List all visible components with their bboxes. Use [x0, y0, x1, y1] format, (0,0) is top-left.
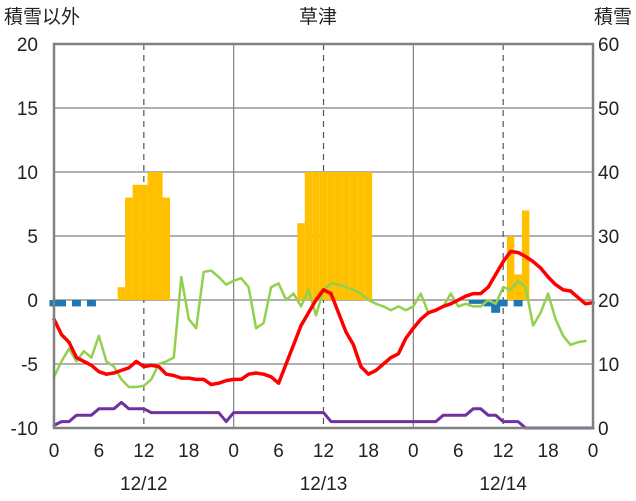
snow-depth-bar [117, 287, 126, 300]
left-y-tick-label: 0 [27, 291, 38, 312]
green-series-line [52, 269, 587, 389]
precip-bar [513, 300, 523, 307]
snow-depth-bar [162, 197, 171, 300]
snow-depth-bar [147, 172, 156, 300]
left-y-tick-label: -10 [11, 419, 38, 440]
precip-bar [86, 300, 96, 307]
x-tick-label: 12 [313, 441, 334, 462]
snow-depth-bar [312, 172, 320, 300]
right-y-tick-label: 0 [598, 419, 609, 440]
plot-frame [52, 42, 595, 430]
snow-depth-bar [364, 172, 373, 300]
snow-depth-bar [297, 223, 305, 300]
x-tick-label: 6 [273, 441, 284, 462]
x-tick-label: 0 [49, 441, 60, 462]
snow-depth-bar [349, 172, 358, 300]
date-labels: 12/12 12/13 12/14 [120, 474, 527, 495]
right-y-tick-label: 10 [598, 355, 619, 376]
precip-bar [476, 300, 486, 304]
snow-depth-bars [117, 172, 530, 300]
left-y-tick-label: 10 [17, 163, 38, 184]
left-axis-title: 積雪以外 [4, 6, 80, 28]
date-label: 12/14 [479, 474, 527, 495]
right-axis-title: 積雪 [594, 6, 632, 28]
precip-bar [491, 300, 501, 313]
red-series-line [52, 249, 595, 387]
precip-bar [498, 300, 508, 307]
right-y-tick-label: 40 [598, 163, 619, 184]
left-y-ticks: 20 15 10 5 0 -5 -10 [11, 35, 38, 440]
left-y-tick-label: -5 [21, 355, 38, 376]
x-tick-label: 0 [588, 441, 599, 462]
x-tick-label: 18 [178, 441, 199, 462]
right-y-tick-label: 60 [598, 35, 619, 56]
x-tick-label: 0 [408, 441, 419, 462]
x-tick-label: 12 [133, 441, 154, 462]
snow-depth-bar [506, 236, 515, 300]
snow-depth-bar [334, 172, 343, 300]
right-y-tick-label: 30 [598, 227, 619, 248]
snow-depth-bar [155, 172, 163, 300]
snow-depth-bar [357, 172, 365, 300]
x-tick-label: 6 [453, 441, 464, 462]
data-lines [52, 249, 595, 430]
snow-depth-bar [514, 274, 522, 300]
date-label: 12/12 [120, 474, 168, 495]
x-tick-label: 18 [538, 441, 559, 462]
snow-depth-bar [319, 172, 328, 300]
left-y-tick-label: 5 [27, 227, 38, 248]
x-tick-label: 6 [94, 441, 105, 462]
right-y-tick-label: 20 [598, 291, 619, 312]
left-y-tick-label: 20 [17, 35, 38, 56]
precip-bar [56, 300, 66, 307]
right-y-ticks: 60 50 40 30 20 10 0 [598, 35, 619, 440]
x-tick-label: 12 [493, 441, 514, 462]
x-tick-label: 18 [358, 441, 379, 462]
x-ticks: 0 6 12 18 0 6 12 18 0 6 12 18 0 [49, 441, 599, 462]
right-y-tick-label: 50 [598, 99, 619, 120]
chart-title: 草津 [299, 6, 337, 28]
snow-depth-bar [125, 197, 133, 300]
purple-series-line [52, 400, 595, 430]
date-label: 12/13 [300, 474, 348, 495]
snow-depth-bar [132, 184, 141, 300]
precip-bar [71, 300, 81, 307]
precip-bar [483, 300, 493, 307]
plot-border [52, 42, 595, 430]
left-y-tick-label: 15 [17, 99, 38, 120]
precip-bar [468, 300, 478, 304]
snow-depth-bar [327, 172, 335, 300]
snow-depth-bar [342, 172, 350, 300]
x-tick-label: 0 [228, 441, 239, 462]
snow-depth-bar [304, 172, 313, 300]
snow-depth-bar [140, 184, 148, 300]
